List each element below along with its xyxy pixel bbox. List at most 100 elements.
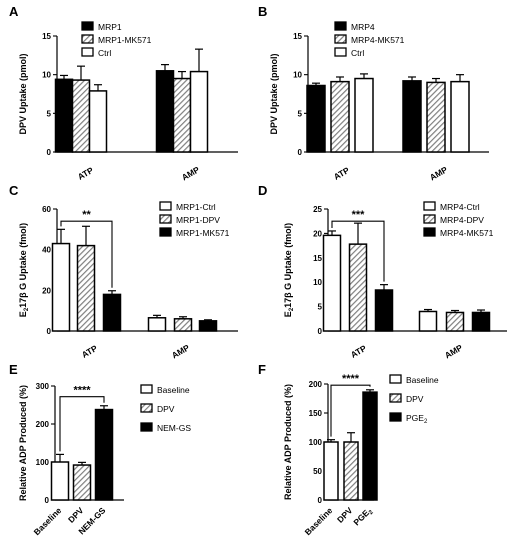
legend-swatch [423, 214, 436, 224]
panels: A 0 5 10 15 DPV Uptake (pmol) ATP AMP MRP1 MRP1-M… [9, 4, 507, 537]
y-tick-label: 20 [313, 229, 322, 238]
bar [445, 311, 465, 332]
bar [173, 318, 193, 332]
panel-letter: E [9, 362, 18, 377]
legend-label: MRP4-Ctrl [440, 202, 480, 212]
legend-swatch [81, 34, 94, 44]
bar [374, 289, 394, 332]
y-tick-label: 50 [313, 467, 322, 476]
y-tick-label: 5 [318, 303, 323, 312]
panel-letter: F [258, 362, 266, 377]
y-tick-label: 200 [309, 380, 323, 389]
y-tick-label: 300 [36, 382, 50, 391]
bar [418, 310, 438, 332]
legend-label: MRP4-MK571 [351, 35, 405, 45]
y-tick-label: 100 [309, 438, 323, 447]
bar [402, 80, 422, 153]
x-tick-label: ATP [76, 165, 95, 182]
legend-label: MRP4-DPV [440, 215, 484, 225]
legend-swatch [159, 201, 172, 211]
bar [426, 81, 446, 153]
bar [198, 320, 218, 332]
y-tick-label: 15 [42, 32, 51, 41]
bar [450, 80, 470, 153]
bar [362, 391, 378, 501]
y-tick-label: 0 [47, 327, 52, 336]
bar [88, 90, 108, 153]
panel-d: D 0 5 10 15 20 25 E217β G Uptake (fmol) ATP AMP MR… [258, 183, 507, 360]
significance-bracket [59, 396, 105, 452]
legend-label: Ctrl [98, 48, 111, 58]
y-axis-label: E217β G Uptake (fmol) [18, 223, 30, 317]
y-tick-label: 15 [313, 254, 322, 263]
bar [102, 293, 122, 332]
bar [72, 464, 92, 501]
bar [50, 461, 70, 501]
panel-e: E 0 100 200 300 Relative ADP Produced (%) Base… [9, 362, 191, 537]
panel-c: C 0 20 40 60 E217β G Uptake (fmol) ATP AMP MRP1-… [9, 183, 238, 360]
legend-label: NEM-GS [157, 423, 191, 433]
y-axis-label: E217β G Uptake (fmol) [283, 223, 295, 317]
panel-letter: D [258, 183, 267, 198]
legend-swatch [81, 47, 94, 57]
bar [343, 441, 359, 501]
legend-swatch [81, 21, 94, 31]
y-axis-label: DPV Uptake (pmol) [269, 53, 279, 134]
legend-label: PGE2 [406, 413, 428, 425]
y-tick-label: 15 [293, 32, 302, 41]
legend-swatch [389, 374, 402, 384]
x-tick-label: Baseline [303, 505, 335, 537]
x-tick-label: AMP [180, 164, 202, 182]
panel-b: B 0 5 10 15 DPV Uptake (pmol) ATP AMP MRP4 MRP4-M… [258, 4, 489, 182]
legend-label: MRP4 [351, 22, 375, 32]
bar [354, 77, 374, 153]
y-tick-label: 10 [293, 71, 302, 80]
significance-label: *** [352, 209, 366, 221]
significance-bracket [60, 220, 113, 288]
bar [147, 317, 167, 332]
panel-letter: A [9, 4, 19, 19]
y-axis-label: DPV Uptake (pmol) [18, 53, 28, 134]
significance-label: **** [342, 373, 360, 385]
legend-swatch [140, 384, 153, 394]
legend-label: MRP1-DPV [176, 215, 220, 225]
y-tick-label: 5 [298, 109, 303, 118]
y-tick-label: 0 [45, 496, 50, 505]
significance-bracket [331, 220, 385, 282]
x-tick-label: ATP [332, 165, 351, 182]
panel-a: A 0 5 10 15 DPV Uptake (pmol) ATP AMP MRP1 MRP1-M… [9, 4, 238, 182]
legend-swatch [334, 21, 347, 31]
y-tick-label: 40 [42, 246, 51, 255]
y-tick-label: 0 [318, 496, 323, 505]
legend-label: MRP4-MK571 [440, 228, 494, 238]
legend-swatch [159, 214, 172, 224]
bar [51, 242, 71, 332]
legend-swatch [389, 412, 402, 422]
legend-label: MRP1-Ctrl [176, 202, 216, 212]
panel-letter: C [9, 183, 19, 198]
bar [155, 70, 175, 153]
y-tick-label: 10 [313, 278, 322, 287]
y-axis-label: Relative ADP Produced (%) [283, 384, 293, 500]
bar [330, 80, 350, 153]
y-tick-label: 25 [313, 205, 322, 214]
bar [189, 70, 209, 153]
x-tick-label: Baseline [32, 505, 64, 537]
legend-label: MRP1-MK571 [98, 35, 152, 45]
x-tick-label: AMP [443, 342, 465, 360]
bar [54, 78, 74, 153]
y-tick-label: 200 [36, 420, 50, 429]
y-tick-label: 0 [318, 327, 323, 336]
legend-label: Baseline [157, 385, 190, 395]
bar [306, 84, 326, 153]
legend-label: Ctrl [351, 48, 364, 58]
legend-label: DPV [157, 404, 175, 414]
y-tick-label: 20 [42, 286, 51, 295]
y-tick-label: 10 [42, 71, 51, 80]
x-tick-label: ATP [349, 343, 368, 360]
x-tick-label: AMP [170, 342, 192, 360]
legend-label: MRP1-MK571 [176, 228, 230, 238]
y-axis-label: Relative ADP Produced (%) [18, 385, 28, 501]
legend-swatch [423, 201, 436, 211]
